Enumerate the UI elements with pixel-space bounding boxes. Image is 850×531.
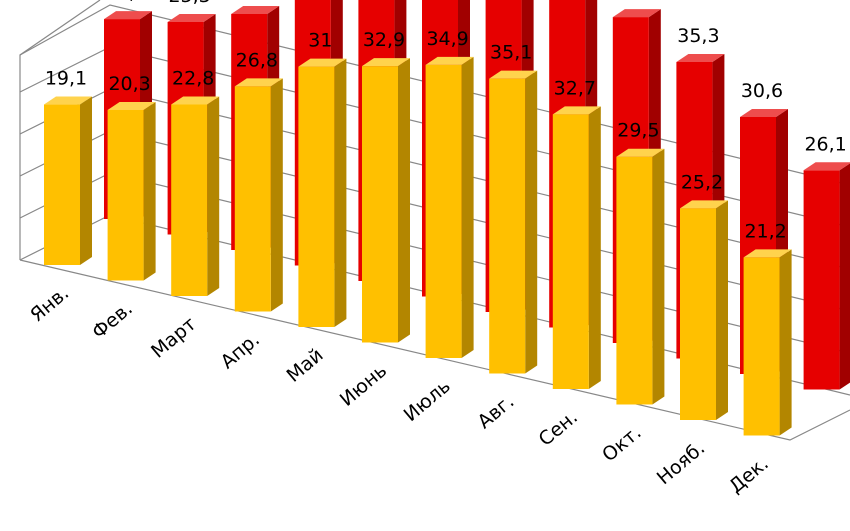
x-tick-label: Дек.: [725, 452, 773, 497]
bar-side: [839, 163, 850, 390]
bar-top: [676, 53, 725, 62]
bar-side: [398, 58, 410, 343]
value-label: 31: [308, 30, 332, 52]
bar-front: [743, 257, 780, 436]
value-label: 23,8: [105, 0, 147, 4]
bar: [743, 249, 792, 436]
bar: [680, 200, 728, 420]
bar: [44, 96, 92, 265]
x-tick-label: Июль: [400, 375, 455, 426]
bar-top: [234, 78, 283, 87]
bar-side: [779, 249, 792, 436]
bar-side: [207, 96, 220, 296]
bar-side: [80, 96, 92, 265]
bar-front: [803, 170, 840, 390]
value-label: 35,1: [490, 42, 532, 64]
value-label: 34,9: [426, 28, 468, 50]
bar: [616, 148, 665, 405]
bar-front: [616, 156, 653, 405]
x-tick-label: Апр.: [217, 328, 264, 373]
bar-top: [362, 58, 410, 67]
x-tick-label: Май: [283, 344, 328, 387]
value-label: 30,6: [741, 80, 783, 102]
value-label: 22,8: [172, 67, 214, 89]
bar-top: [425, 56, 474, 65]
bar-top: [167, 13, 216, 22]
bar-top: [171, 96, 220, 105]
bar-side: [270, 78, 283, 312]
bar-front: [107, 109, 144, 281]
value-label: 35,3: [677, 25, 719, 47]
x-tick-label: Авг.: [473, 390, 518, 433]
bar-top: [44, 96, 92, 105]
bar-side: [143, 101, 156, 281]
bar-front: [298, 66, 335, 327]
bar-top: [803, 162, 850, 171]
x-tick-label: Сен.: [535, 406, 582, 451]
bar-top: [489, 70, 538, 79]
bar: [425, 56, 474, 359]
x-tick-label: Окт.: [598, 421, 646, 466]
bar: [107, 101, 156, 281]
x-tick-label: Янв.: [26, 282, 73, 326]
bar-side: [461, 56, 474, 359]
x-tick-label: Нояб.: [653, 437, 709, 489]
bar-top: [740, 108, 788, 117]
bar: [803, 162, 850, 390]
bar-side: [525, 70, 538, 374]
value-label: 32,7: [554, 77, 596, 99]
bar-front: [552, 114, 589, 389]
bar-top: [616, 148, 665, 157]
bar-side: [652, 148, 665, 405]
value-label: 26,1: [804, 133, 846, 155]
bar-front: [489, 78, 526, 374]
bar-top: [298, 58, 347, 67]
value-label: 32,9: [363, 29, 405, 51]
bar-top: [612, 9, 661, 18]
bar-top: [107, 101, 156, 110]
bar-front: [680, 208, 716, 420]
bar: [298, 58, 347, 327]
wall-line: [19, 4, 850, 186]
bar: [234, 78, 283, 312]
value-label: 38,8: [614, 0, 656, 2]
bar-front: [362, 66, 398, 343]
bar: [489, 70, 538, 374]
floor-front: [19, 259, 850, 441]
bar: [552, 106, 601, 389]
bar-top: [104, 11, 152, 20]
value-label: 20,3: [108, 73, 150, 95]
bar-side: [334, 58, 347, 327]
value-label: 25,2: [681, 171, 723, 193]
value-label: 26,8: [236, 49, 278, 71]
bar-top: [680, 200, 728, 209]
value-label: 29,5: [617, 120, 659, 142]
bar-side: [588, 106, 601, 389]
bar-top: [552, 106, 601, 115]
bar-front: [425, 64, 462, 358]
x-tick-label: Фев.: [88, 297, 137, 343]
bar-top: [231, 5, 280, 14]
bar: [171, 96, 220, 296]
bar: [362, 58, 410, 343]
x-tick-label: Март: [147, 313, 200, 363]
bar-front: [234, 86, 271, 312]
value-label: 21,2: [744, 220, 786, 242]
bar-side: [716, 200, 728, 420]
bar-front: [44, 104, 80, 265]
x-tick-label: Июнь: [336, 359, 391, 410]
bar-top: [743, 249, 792, 258]
value-label: 25,3: [168, 0, 210, 7]
bar-front: [171, 104, 208, 296]
value-label: 19,1: [45, 68, 87, 90]
